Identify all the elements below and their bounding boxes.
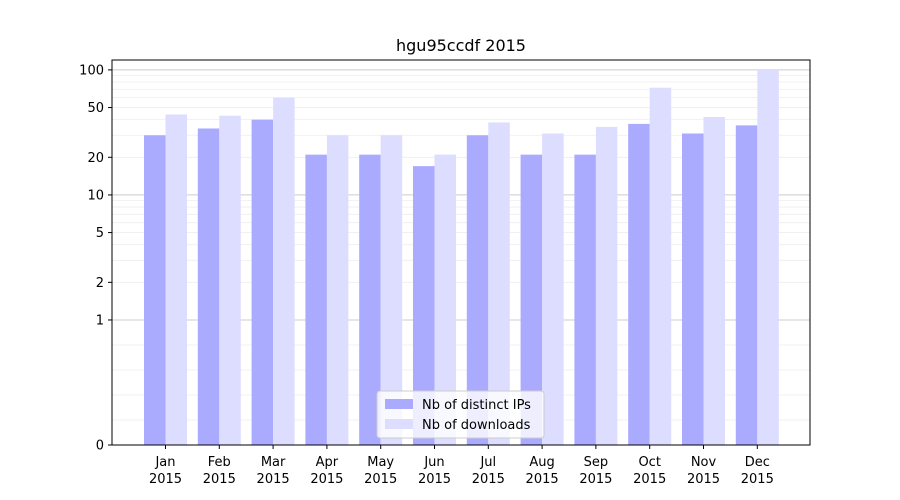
bar-downloads (757, 69, 779, 446)
x-tick-label-month: Dec (745, 455, 770, 470)
bar-downloads (595, 126, 618, 446)
x-tick-label-month: Aug (529, 455, 554, 470)
bar-distinct-ips (628, 123, 650, 445)
bar-downloads (380, 135, 403, 445)
y-tick-label: 100 (79, 63, 104, 78)
x-tick-label-year: 2015 (579, 472, 612, 487)
bar-distinct-ips (197, 128, 220, 445)
y-tick-label: 2 (96, 276, 104, 291)
y-tick-label: 20 (87, 151, 104, 166)
x-tick-label-month: Mar (261, 455, 286, 470)
x-tick-label-month: Sep (584, 455, 609, 470)
x-tick-label-month: May (367, 455, 394, 470)
bar-distinct-ips (682, 133, 704, 445)
x-tick-label-year: 2015 (364, 472, 397, 487)
x-tick-label-year: 2015 (472, 472, 505, 487)
bar-distinct-ips (413, 166, 435, 445)
bar-downloads (649, 87, 672, 445)
x-tick-label-year: 2015 (526, 472, 559, 487)
x-tick-label-year: 2015 (149, 472, 182, 487)
bar-downloads (165, 114, 187, 445)
bar-downloads (219, 115, 241, 445)
bar-distinct-ips (359, 154, 381, 446)
x-tick-label-year: 2015 (741, 472, 774, 487)
x-tick-label-year: 2015 (687, 472, 720, 487)
x-tick-label-month: Jan (154, 455, 175, 470)
bar-distinct-ips (520, 154, 543, 446)
y-tick-label: 0 (96, 439, 104, 454)
y-tick-label: 1 (96, 313, 104, 328)
bar-distinct-ips (144, 135, 166, 445)
x-axis: Jan 2015 Feb 2015 Mar 2015 Apr 2015 May 2015 Jun 20… (149, 445, 774, 487)
x-tick-label-year: 2015 (310, 472, 343, 487)
bar-downloads (326, 135, 349, 445)
bar-downloads (703, 117, 725, 445)
legend-swatch (385, 419, 413, 429)
x-tick-label-month: Jul (479, 455, 496, 470)
y-tick-label: 10 (87, 188, 104, 203)
x-tick-label-year: 2015 (203, 472, 236, 487)
bar-distinct-ips (735, 125, 758, 445)
bar-downloads (434, 154, 456, 446)
y-axis: 0 1 2 5 10 20 50 100 (79, 63, 112, 454)
x-tick-label-year: 2015 (633, 472, 666, 487)
y-tick-label: 50 (87, 101, 104, 116)
legend-box (376, 390, 545, 439)
x-tick-label-month: Oct (638, 455, 660, 470)
legend-label: Nb of downloads (422, 418, 531, 433)
y-tick-label: 5 (96, 226, 104, 241)
bar-distinct-ips (574, 154, 596, 446)
bar-distinct-ips (305, 154, 327, 446)
bar-distinct-ips (466, 135, 489, 445)
x-tick-label-month: Feb (208, 455, 231, 470)
legend: Nb of distinct IPs Nb of downloads (376, 390, 545, 439)
x-tick-label-month: Apr (316, 455, 339, 470)
x-tick-label-year: 2015 (418, 472, 451, 487)
chart-title: hgu95ccdf 2015 (396, 36, 526, 55)
bar-downloads (542, 133, 564, 445)
legend-label: Nb of distinct IPs (422, 398, 531, 413)
bar-distinct-ips (251, 119, 274, 446)
plot-frame (111, 59, 811, 446)
x-tick-label-month: Jun (423, 455, 444, 470)
bar-downloads (488, 122, 510, 445)
bar-downloads (273, 97, 295, 445)
bars (144, 69, 779, 446)
legend-swatch (385, 399, 413, 409)
x-tick-label-month: Nov (691, 455, 717, 470)
x-tick-label-year: 2015 (257, 472, 290, 487)
